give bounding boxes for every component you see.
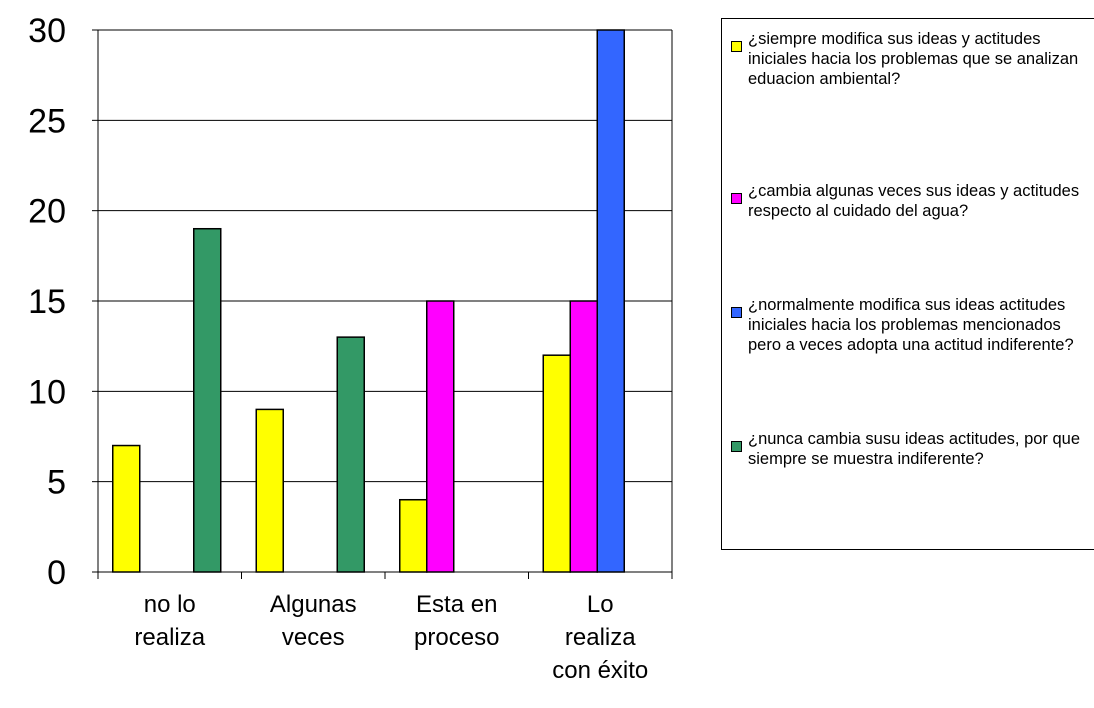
y-tick-label: 20 (28, 193, 66, 231)
legend-label-series-3: ¿normalmente modifica sus ideas actitude… (748, 296, 1074, 354)
x-category-label-line: con éxito (552, 657, 648, 684)
bar (399, 498, 428, 573)
bar (255, 408, 284, 573)
bar (569, 300, 598, 573)
legend-swatch-series-3 (731, 307, 742, 318)
x-category-label-line: Lo (587, 591, 614, 618)
bars (112, 29, 625, 573)
x-category-label-line: no lo (144, 591, 196, 618)
x-category-label-line: veces (282, 624, 345, 651)
legend-label-series-4: ¿nunca cambia susu ideas actitudes, por … (748, 430, 1081, 468)
y-axis-tick-labels: 0 5 10 15 20 25 30 (28, 12, 66, 592)
legend-item-series-4: ¿nunca cambia susu ideas actitudes, por … (731, 429, 1091, 469)
bar (596, 29, 625, 573)
bar-chart: 0 5 10 15 20 25 30 no lo realiza Algunas veces Est… (28, 12, 673, 684)
x-category-label-line: realiza (565, 624, 636, 651)
legend-item-series-1: ¿siempre modifica sus ideas y actitudes … (731, 29, 1091, 89)
y-tick-label: 15 (28, 283, 66, 321)
legend-label-series-1: ¿siempre modifica sus ideas y actitudes … (748, 30, 1079, 88)
legend-label-series-2: ¿cambia algunas veces sus ideas y actitu… (748, 182, 1080, 220)
y-tick-label: 0 (47, 554, 66, 592)
bar (336, 336, 365, 573)
axes (92, 29, 673, 579)
legend: ¿siempre modifica sus ideas y actitudes … (721, 18, 1094, 550)
bar (542, 354, 571, 573)
legend-item-series-3: ¿normalmente modifica sus ideas actitude… (731, 295, 1091, 355)
legend-swatch-series-2 (731, 193, 742, 204)
x-category-label: Algunas veces (270, 591, 357, 651)
x-category-label: Lo realiza con éxito (552, 591, 648, 684)
x-category-label-line: Algunas (270, 591, 357, 618)
legend-item-series-2: ¿cambia algunas veces sus ideas y actitu… (731, 181, 1091, 221)
bar (112, 444, 141, 573)
bar (426, 300, 455, 573)
x-category-label: no lo realiza (134, 591, 205, 651)
x-category-label-line: Esta en (416, 591, 497, 618)
x-axis-category-labels: no lo realiza Algunas veces Esta en proceso Lo… (134, 591, 648, 684)
bar (193, 227, 222, 573)
x-category-label: Esta en proceso (414, 591, 499, 651)
y-tick-label: 5 (47, 464, 66, 502)
x-category-label-line: proceso (414, 624, 499, 651)
x-category-label-line: realiza (134, 624, 205, 651)
legend-swatch-series-4 (731, 441, 742, 452)
legend-swatch-series-1 (731, 41, 742, 52)
y-tick-label: 25 (28, 102, 66, 140)
y-tick-label: 30 (28, 12, 66, 50)
y-tick-label: 10 (28, 373, 66, 411)
